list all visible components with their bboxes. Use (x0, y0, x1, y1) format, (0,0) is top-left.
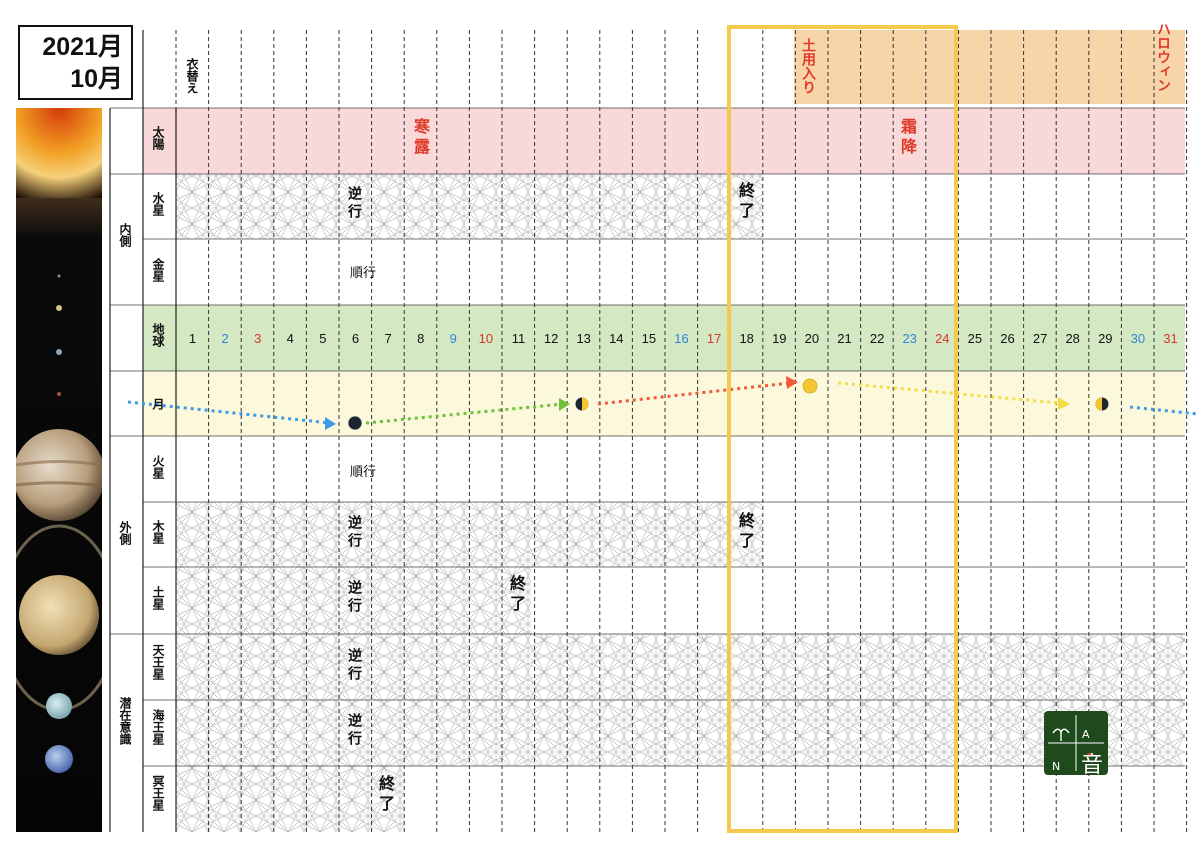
day-number: 2 (221, 331, 229, 346)
day-number: 8 (417, 331, 425, 346)
day-number: 1 (188, 331, 197, 346)
logo-n: N (1052, 760, 1061, 773)
row-uranus: 天王星 (151, 644, 165, 680)
day-number: 24 (935, 331, 950, 346)
row-neptune: 海王星 (151, 709, 165, 745)
logo-a: A (1082, 728, 1090, 741)
doyo-band (794, 30, 1185, 104)
day-number: 20 (804, 331, 820, 346)
group-inner: 内側 (118, 223, 132, 247)
saturn-retrograde: 逆行 (346, 580, 362, 616)
day-number: 27 (1032, 331, 1048, 346)
day-number: 22 (869, 331, 885, 346)
day-number: 11 (511, 331, 526, 346)
saturn-end: 終了 (507, 575, 526, 615)
mercury-end: 終了 (736, 182, 755, 222)
mercury-retrograde: 逆行 (346, 186, 362, 222)
planets-image-strip (16, 108, 102, 832)
row-sun: 太陽 (151, 126, 165, 150)
earth-band (143, 305, 1185, 371)
group-outer: 外側 (118, 521, 132, 545)
day-number: 7 (384, 331, 392, 346)
day-number: 12 (543, 331, 559, 346)
row-jupiter: 木星 (151, 520, 165, 544)
day-number: 15 (641, 331, 657, 346)
highlight-frame (727, 25, 958, 833)
row-venus: 金星 (151, 258, 165, 282)
jupiter-end: 終了 (736, 512, 755, 552)
day-number: 25 (967, 331, 983, 346)
moon-band (143, 371, 1185, 436)
row-pluto: 冥王星 (151, 775, 165, 811)
day-number: 23 (902, 331, 917, 346)
day-number: 26 (1000, 331, 1015, 346)
logo-sound: 音 (1081, 753, 1104, 778)
row-mars: 火星 (151, 455, 165, 479)
group-subconscious: 潜在意識 (118, 697, 132, 745)
day-number: 29 (1098, 331, 1113, 346)
month-title-box: 2021月 10月 (18, 25, 133, 100)
day-number: 5 (319, 331, 327, 346)
logo-mark: A N 音 (1044, 711, 1108, 778)
doyo-label: 土用入り (800, 38, 816, 94)
day-number: 10 (478, 331, 494, 346)
year-label: 2021月 (42, 33, 123, 61)
day-number: 13 (576, 331, 591, 346)
neptune-retrograde: 逆行 (346, 713, 362, 749)
row-mercury: 水星 (151, 192, 165, 216)
row-moon: 月 (151, 398, 165, 410)
solar-term-kanro: 寒露 (411, 118, 430, 158)
solar-term-soko: 霜降 (898, 118, 917, 158)
saturn-retro-pattern (176, 567, 531, 634)
day-number: 21 (837, 331, 852, 346)
halloween-label: ハロウィン (1155, 22, 1171, 92)
uranus-retrograde: 逆行 (346, 648, 362, 684)
day-number: 31 (1163, 331, 1178, 346)
pluto-end: 終了 (376, 775, 395, 815)
row-saturn: 土星 (151, 586, 165, 610)
koromogae-label: 衣替え (185, 58, 199, 94)
row-earth: 地球 (151, 323, 165, 347)
mars-direct: 順行 (350, 465, 377, 480)
full-moon-icon (802, 378, 818, 394)
month-label: 10月 (70, 65, 123, 93)
day-number: 19 (772, 331, 787, 346)
sun-band (143, 108, 1185, 174)
new-moon-icon (348, 416, 362, 430)
day-number: 28 (1065, 331, 1080, 346)
jupiter-retrograde: 逆行 (346, 515, 362, 551)
day-number: 9 (449, 331, 457, 346)
pluto-retro-pattern (176, 766, 404, 832)
day-number: 17 (706, 331, 722, 346)
day-number: 16 (674, 331, 689, 346)
venus-direct: 順行 (350, 266, 377, 281)
day-number: 14 (609, 331, 624, 346)
day-number: 30 (1130, 331, 1146, 346)
day-number: 4 (286, 331, 294, 346)
day-number: 6 (351, 331, 360, 346)
day-number: 3 (254, 331, 262, 346)
day-number: 18 (739, 331, 754, 346)
